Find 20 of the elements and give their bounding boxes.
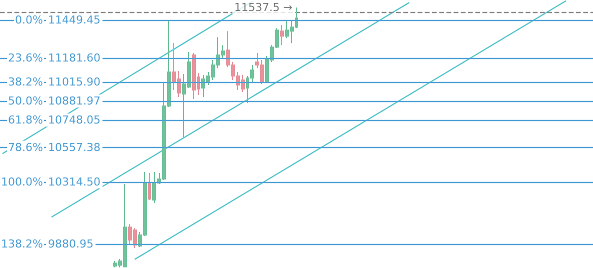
y-tick-label: 10881.97 — [48, 94, 100, 108]
annotation: 61.8% — [8, 114, 43, 127]
y-tick-label: 11015.90 — [48, 75, 100, 88]
annotation: 38.2% — [8, 75, 43, 88]
candlestick — [280, 24, 284, 46]
annotation: 138.2% — [1, 237, 43, 250]
y-tick-label: 10748.05 — [48, 114, 100, 127]
annotation: 100.0% — [1, 175, 43, 188]
annotation: 50.0% — [8, 94, 43, 108]
annotation: 0.0% — [15, 14, 43, 27]
y-tick-label: 11449.45 — [48, 14, 100, 27]
annotation: 11537.5 → — [234, 0, 292, 14]
candlestick — [192, 52, 196, 100]
y-tick-label: 10557.38 — [48, 140, 100, 154]
annotation: 23.6% — [8, 52, 43, 65]
annotation: 78.6% — [8, 140, 43, 154]
y-tick-label: 10314.50 — [48, 175, 100, 188]
y-tick-label: 9880.95 — [48, 237, 94, 250]
candlestick — [148, 172, 151, 200]
y-tick-label: 11181.60 — [48, 52, 100, 65]
